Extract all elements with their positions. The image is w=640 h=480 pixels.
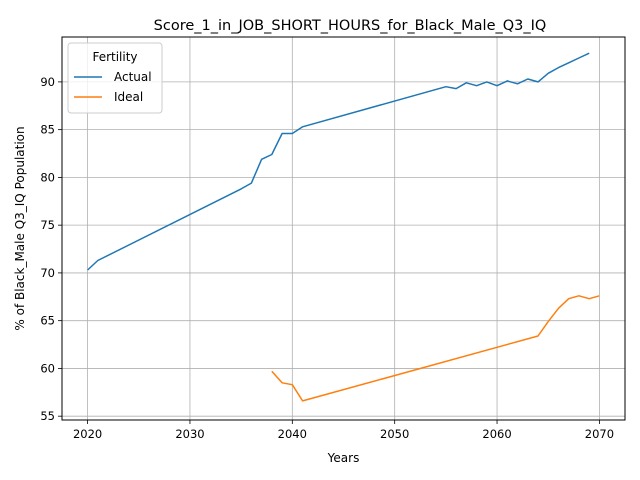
- chart-title: Score_1_in_JOB_SHORT_HOURS_for_Black_Mal…: [154, 18, 547, 34]
- x-tick-label: 2030: [175, 427, 204, 441]
- x-axis-label: Years: [327, 451, 360, 465]
- y-tick-label: 60: [40, 361, 55, 375]
- x-axis: 2020 2030 2040 2050 2060 2070: [73, 420, 614, 441]
- y-tick-label: 75: [40, 218, 55, 232]
- plot-frame: [61, 36, 626, 421]
- y-tick-label: 55: [40, 409, 55, 423]
- y-tick-label: 80: [40, 170, 55, 184]
- gridlines: [62, 37, 625, 420]
- legend: Fertility Actual Ideal: [67, 42, 163, 114]
- y-tick-label: 85: [40, 123, 55, 137]
- x-tick-label: 2070: [585, 427, 614, 441]
- y-axis: 55 60 65 70 75 80 85 90: [40, 75, 62, 423]
- x-tick-label: 2050: [380, 427, 409, 441]
- series-lines: [87, 52, 600, 402]
- legend-box: [67, 42, 163, 114]
- legend-label-ideal: Ideal: [114, 90, 143, 104]
- series-line-actual: [87, 52, 590, 271]
- x-tick-label: 2060: [482, 427, 511, 441]
- y-tick-label: 90: [40, 75, 55, 89]
- y-axis-label: % of Black_Male Q3_IQ Population: [13, 126, 27, 330]
- y-tick-label: 65: [40, 314, 55, 328]
- y-tick-label: 70: [40, 266, 55, 280]
- x-tick-label: 2040: [278, 427, 307, 441]
- legend-title: Fertility: [92, 50, 137, 64]
- series-line-ideal: [271, 295, 600, 402]
- legend-label-actual: Actual: [114, 70, 152, 84]
- x-tick-label: 2020: [73, 427, 102, 441]
